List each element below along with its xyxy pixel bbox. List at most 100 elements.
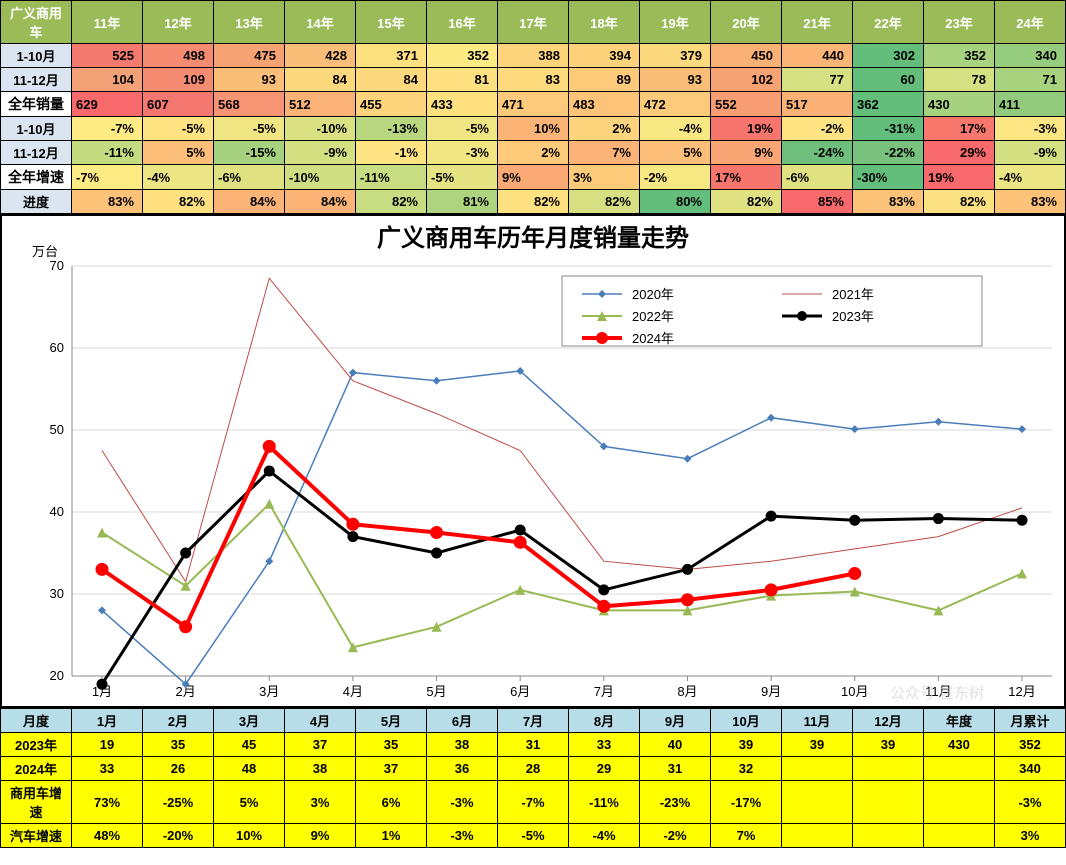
bottom-cell: 37 <box>285 733 356 757</box>
data-cell: 475 <box>214 44 285 68</box>
data-cell: -5% <box>427 165 498 190</box>
bottom-cell: 33 <box>569 733 640 757</box>
data-cell: 82% <box>711 190 782 214</box>
bottom-cell: 33 <box>72 757 143 781</box>
data-cell: 84% <box>285 190 356 214</box>
year-header: 20年 <box>711 1 782 44</box>
data-cell: -15% <box>214 141 285 165</box>
data-cell: 19% <box>924 165 995 190</box>
year-header: 18年 <box>569 1 640 44</box>
bottom-cell: 340 <box>995 757 1066 781</box>
year-header: 15年 <box>356 1 427 44</box>
bottom-header: 年度 <box>924 709 995 733</box>
row-label: 全年增速 <box>1 165 72 190</box>
data-cell: -4% <box>640 117 711 141</box>
data-cell: 82% <box>356 190 427 214</box>
year-header: 23年 <box>924 1 995 44</box>
data-cell: 629 <box>72 92 143 117</box>
data-cell: -6% <box>782 165 853 190</box>
bottom-cell <box>924 781 995 824</box>
year-header: 24年 <box>995 1 1066 44</box>
data-cell: 450 <box>711 44 782 68</box>
bottom-header: 12月 <box>853 709 924 733</box>
data-cell: -2% <box>640 165 711 190</box>
svg-text:广义商用车历年月度销量走势: 广义商用车历年月度销量走势 <box>377 224 689 252</box>
year-header: 22年 <box>853 1 924 44</box>
data-cell: 472 <box>640 92 711 117</box>
data-cell: 512 <box>285 92 356 117</box>
data-cell: 83% <box>995 190 1066 214</box>
bottom-cell: 38 <box>285 757 356 781</box>
svg-text:9月: 9月 <box>761 684 781 699</box>
bottom-cell: 48% <box>72 824 143 848</box>
data-cell: 93 <box>640 68 711 92</box>
year-header: 13年 <box>214 1 285 44</box>
svg-text:50: 50 <box>50 422 64 437</box>
bottom-cell: -3% <box>995 781 1066 824</box>
data-cell: -4% <box>995 165 1066 190</box>
data-cell: -30% <box>853 165 924 190</box>
bottom-cell <box>853 824 924 848</box>
year-header: 17年 <box>498 1 569 44</box>
svg-text:5月: 5月 <box>426 684 446 699</box>
bottom-cell: 10% <box>214 824 285 848</box>
data-cell: 85% <box>782 190 853 214</box>
svg-text:10月: 10月 <box>841 684 868 699</box>
data-cell: 82% <box>143 190 214 214</box>
data-cell: 109 <box>143 68 214 92</box>
row-label: 11-12月 <box>1 68 72 92</box>
data-cell: 3% <box>569 165 640 190</box>
data-cell: 352 <box>924 44 995 68</box>
data-cell: -11% <box>72 141 143 165</box>
data-cell: 82% <box>498 190 569 214</box>
data-cell: 17% <box>924 117 995 141</box>
data-cell: -6% <box>214 165 285 190</box>
bottom-cell: 6% <box>356 781 427 824</box>
data-cell: -9% <box>995 141 1066 165</box>
bottom-cell: 31 <box>640 757 711 781</box>
bottom-cell: -7% <box>498 781 569 824</box>
summary-table: 广义商用车11年12年13年14年15年16年17年18年19年20年21年22… <box>0 0 1066 214</box>
svg-text:2024年: 2024年 <box>632 331 674 346</box>
year-header: 14年 <box>285 1 356 44</box>
data-cell: 83% <box>72 190 143 214</box>
year-header: 11年 <box>72 1 143 44</box>
bottom-header: 9月 <box>640 709 711 733</box>
data-cell: -24% <box>782 141 853 165</box>
bottom-cell: 430 <box>924 733 995 757</box>
data-cell: 93 <box>214 68 285 92</box>
bottom-cell: -25% <box>143 781 214 824</box>
bottom-cell: 48 <box>214 757 285 781</box>
bottom-cell: 5% <box>214 781 285 824</box>
bottom-cell <box>924 824 995 848</box>
data-cell: 104 <box>72 68 143 92</box>
data-cell: 77 <box>782 68 853 92</box>
row-label: 进度 <box>1 190 72 214</box>
data-cell: 81 <box>427 68 498 92</box>
bottom-header: 2月 <box>143 709 214 733</box>
bottom-cell: 28 <box>498 757 569 781</box>
svg-text:40: 40 <box>50 504 64 519</box>
data-cell: -22% <box>853 141 924 165</box>
svg-text:12月: 12月 <box>1008 684 1035 699</box>
data-cell: -13% <box>356 117 427 141</box>
bottom-header: 4月 <box>285 709 356 733</box>
data-cell: 81% <box>427 190 498 214</box>
data-cell: 455 <box>356 92 427 117</box>
data-cell: 84 <box>285 68 356 92</box>
svg-text:20: 20 <box>50 668 64 683</box>
svg-text:3月: 3月 <box>259 684 279 699</box>
bottom-cell: 3% <box>995 824 1066 848</box>
data-cell: -2% <box>782 117 853 141</box>
bottom-header: 月累计 <box>995 709 1066 733</box>
bottom-cell: -23% <box>640 781 711 824</box>
data-cell: 394 <box>569 44 640 68</box>
data-cell: -10% <box>285 165 356 190</box>
data-cell: -31% <box>853 117 924 141</box>
bottom-cell: 352 <box>995 733 1066 757</box>
data-cell: -11% <box>356 165 427 190</box>
data-cell: 78 <box>924 68 995 92</box>
year-header: 19年 <box>640 1 711 44</box>
data-cell: 5% <box>640 141 711 165</box>
data-cell: 362 <box>853 92 924 117</box>
